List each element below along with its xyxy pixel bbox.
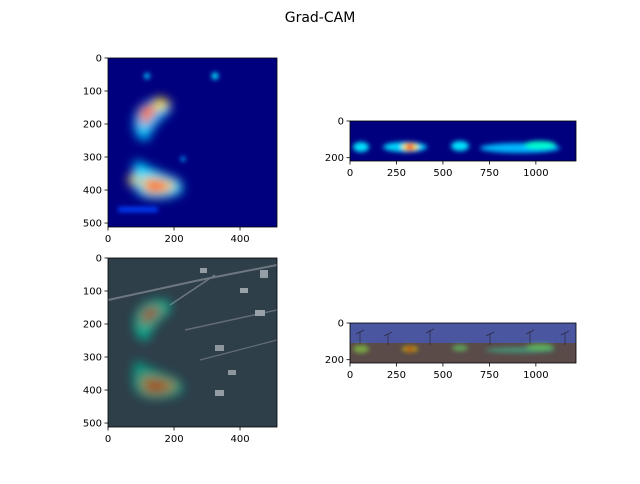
x-tick-label: 250 <box>387 168 406 179</box>
x-tick-label: 200 <box>164 234 183 245</box>
building <box>200 268 207 273</box>
building <box>215 390 224 396</box>
building <box>260 270 268 278</box>
y-tick-label: 100 <box>83 87 102 98</box>
x-tick-label: 500 <box>433 168 452 179</box>
x-tick-label: 0 <box>347 168 353 179</box>
y-tick-label: 300 <box>83 353 102 364</box>
overlay-blob <box>145 381 170 391</box>
y-tick-label: 0 <box>338 117 344 128</box>
road <box>199 339 277 361</box>
heatmap-blob <box>140 105 158 126</box>
y-tick-label: 200 <box>325 355 344 366</box>
tree <box>355 329 365 345</box>
axes-frame <box>107 257 278 428</box>
heatmap-blob <box>406 144 414 150</box>
heatmap-spot <box>144 73 150 79</box>
building <box>215 345 224 351</box>
x-tick-label: 500 <box>433 370 452 381</box>
y-tick-label: 0 <box>338 319 344 330</box>
y-tick-label: 400 <box>83 186 102 197</box>
aerial-photo <box>108 258 277 427</box>
overlay-blob <box>406 347 414 351</box>
tree <box>485 331 495 345</box>
y-tick-label: 200 <box>325 153 344 164</box>
heatmap-blob <box>153 97 170 110</box>
heatmap-spot <box>211 72 219 80</box>
axes-frame <box>349 322 577 364</box>
tree <box>560 330 570 345</box>
heatmap-blob <box>524 141 556 149</box>
y-tick-label: 100 <box>83 287 102 298</box>
panorama-sky <box>350 323 576 343</box>
x-tick-label: 1000 <box>523 168 548 179</box>
heatmap-blob <box>128 175 138 185</box>
overlay-blob <box>142 307 162 325</box>
x-tick-label: 750 <box>480 168 499 179</box>
axes-frame <box>107 57 278 228</box>
heatmap-spot <box>118 207 158 212</box>
aerial-heatmap-panel: 0 200 400 0 100 200 300 400 500 <box>83 54 278 245</box>
road <box>169 274 216 306</box>
tree <box>425 328 435 345</box>
y-tick-label: 0 <box>96 54 102 65</box>
x-tick-label: 400 <box>230 434 249 445</box>
x-tick-label: 0 <box>347 370 353 381</box>
overlay-blob <box>353 345 369 353</box>
x-tick-label: 0 <box>105 234 111 245</box>
street-overlay-image <box>350 323 576 363</box>
y-tick-label: 500 <box>83 419 102 430</box>
heatmap-blob <box>353 142 369 152</box>
axes-frame <box>349 120 577 162</box>
aerial-overlay-panel: 0 200 400 0 100 200 300 400 500 <box>83 254 278 445</box>
y-tick-label: 300 <box>83 153 102 164</box>
y-tick-label: 0 <box>96 254 102 265</box>
x-tick-label: 250 <box>387 370 406 381</box>
y-tick-label: 500 <box>83 219 102 230</box>
building <box>228 370 236 375</box>
x-tick-label: 0 <box>105 434 111 445</box>
heatmap-spot <box>180 156 186 162</box>
overlay-blob <box>452 345 468 351</box>
heatmap-background <box>108 58 277 227</box>
street-heatmap-image <box>350 121 576 161</box>
y-tick-label: 200 <box>83 120 102 131</box>
x-tick-label: 200 <box>164 434 183 445</box>
building <box>240 288 248 293</box>
x-tick-label: 1000 <box>523 370 548 381</box>
heatmap-blob <box>451 141 469 151</box>
tree <box>383 331 393 345</box>
heatmap-blob <box>145 181 170 191</box>
y-tick-label: 200 <box>83 320 102 331</box>
y-tick-label: 400 <box>83 386 102 397</box>
x-tick-label: 750 <box>480 370 499 381</box>
heatmap-background <box>350 121 576 161</box>
tree <box>525 329 535 345</box>
aerial-overlay-image <box>108 258 277 427</box>
figure-title: Grad-CAM <box>285 10 356 26</box>
overlay-blob <box>526 344 554 350</box>
building <box>255 310 265 316</box>
x-tick-label: 400 <box>230 234 249 245</box>
road <box>108 264 277 301</box>
aerial-heatmap-image <box>108 58 277 227</box>
